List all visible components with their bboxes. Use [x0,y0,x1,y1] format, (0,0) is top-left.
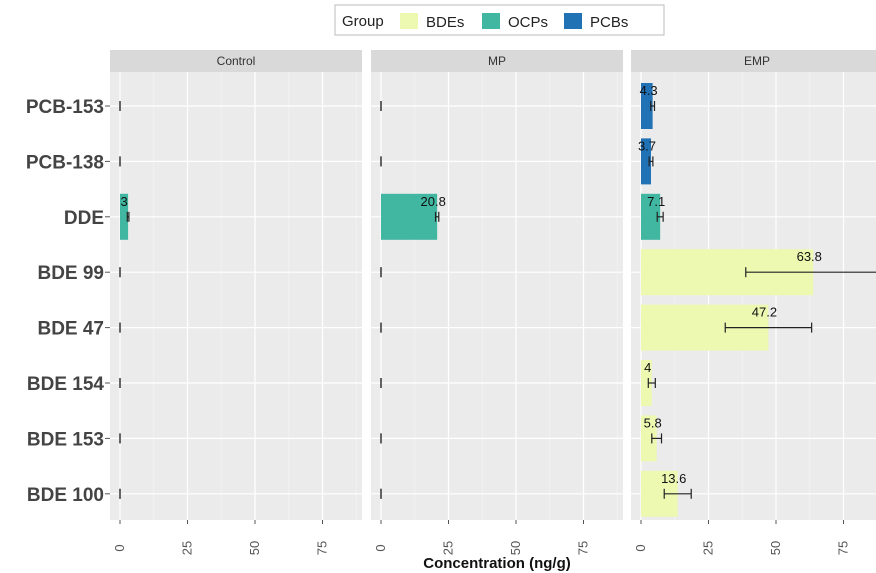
plot-background [110,72,362,520]
x-tick-label-0: 0 [633,544,648,551]
data-label-6: 5.8 [644,415,662,430]
y-label-3: BDE 99 [37,263,104,284]
data-label-7: 13.6 [661,471,686,486]
bar-6 [641,415,657,462]
bar-2 [381,193,438,240]
strip-label: Control [217,54,256,68]
y-label-2: DDE [64,208,104,229]
strip-label: EMP [744,54,770,68]
bar-2 [120,193,129,240]
panel-mp: MP 20.8 0 25 50 75 [371,50,623,555]
legend-swatch-ocps [482,13,500,29]
y-label-4: BDE 47 [37,319,104,340]
panel-emp: EMP 4.3 3.7 7.1 63.8 47.2 4 5.8 13.6 0 25 50 75 [631,50,876,555]
y-label-5: BDE 154 [27,374,105,395]
bar-1 [641,138,651,185]
data-label-0: 4.3 [640,83,658,98]
x-tick-label-25: 25 [441,541,456,555]
strip-mp [371,50,623,72]
x-tick-label-25: 25 [701,541,716,555]
data-label-2: 3 [120,194,127,209]
bar-0 [641,83,653,129]
y-label-0: PCB-153 [26,97,104,118]
x-tick-label-0: 0 [112,544,127,551]
legend: Group BDEs OCPs PCBs [334,4,665,36]
x-tick-label-75: 75 [315,541,330,555]
plot-background [631,72,876,520]
legend-title: Group [342,13,384,30]
y-label-6: BDE 153 [27,429,104,450]
legend-label-pcbs: PCBs [590,14,628,31]
x-tick-label-50: 50 [768,541,783,555]
legend-swatch-bdes [400,13,418,29]
x-tick-label-50: 50 [247,541,262,555]
strip-emp [631,50,876,72]
x-tick-label-25: 25 [180,541,195,555]
y-label-1: PCB-138 [26,152,104,173]
data-label-2: 7.1 [647,194,665,209]
legend-label-bdes: BDEs [426,14,464,31]
data-label-5: 4 [644,360,651,375]
data-label-3: 63.8 [797,249,822,264]
x-tick-label-50: 50 [508,541,523,555]
facet-panels: Control 3 0 25 50 75 MP 20.8 0 25 50 75 EMP 4.3 3.7 7.1… [110,50,876,555]
legend-label-ocps: OCPs [508,14,548,31]
panel-control: Control 3 0 25 50 75 [110,50,362,555]
x-tick-label-0: 0 [373,544,388,551]
strip-control [110,50,362,72]
x-tick-label-75: 75 [576,541,591,555]
x-axis-title: Concentration (ng/g) [423,555,570,572]
legend-swatch-pcbs [564,13,582,29]
data-label-2: 20.8 [421,194,446,209]
y-label-7: BDE 100 [27,485,104,506]
data-label-1: 3.7 [638,138,656,153]
data-label-4: 47.2 [752,305,777,320]
strip-label: MP [488,54,506,68]
x-tick-label-75: 75 [836,541,851,555]
plot-background [371,72,623,520]
y-axis-labels: PCB-153 PCB-138 DDE BDE 99 BDE 47 BDE 154 BDE … [26,97,110,506]
bar-2 [641,193,661,240]
bar-5 [641,360,652,406]
